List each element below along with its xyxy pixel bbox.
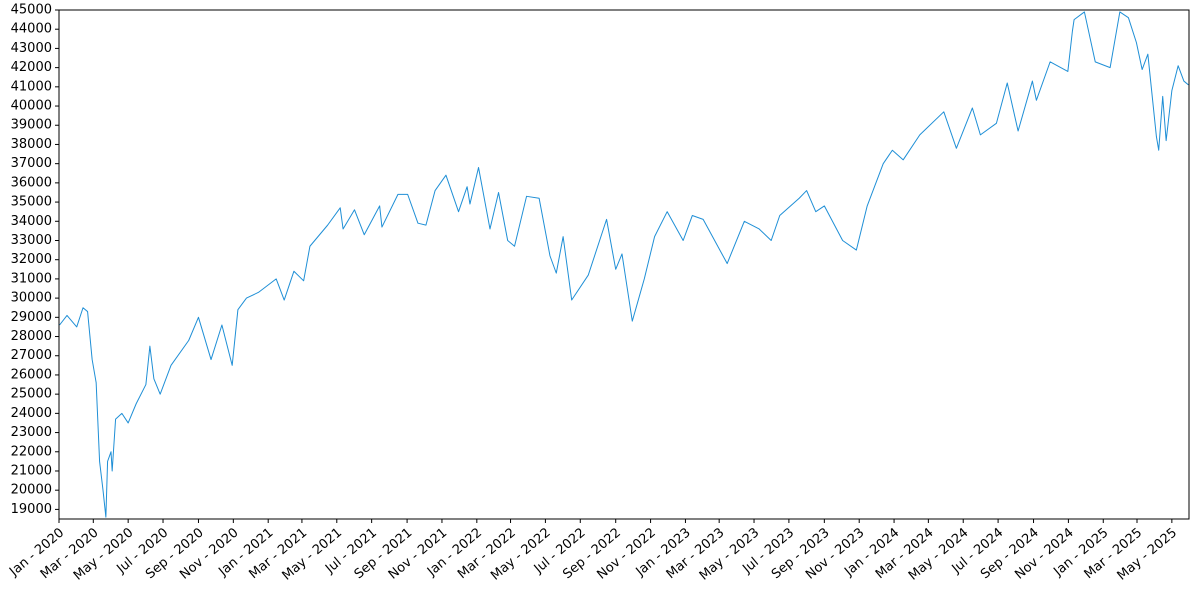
plot-frame xyxy=(58,9,1190,520)
y-tick-label: 37000 xyxy=(11,156,52,171)
y-tick-label: 30000 xyxy=(11,291,52,306)
y-tick-label: 40000 xyxy=(11,99,52,114)
y-tick-label: 35000 xyxy=(11,195,52,210)
y-tick-label: 32000 xyxy=(11,252,52,267)
y-tick-label: 45000 xyxy=(11,3,52,18)
y-axis: 19000 20000 21000 22000 23000 24000 25000 26000… xyxy=(11,3,59,517)
y-tick-label: 26000 xyxy=(11,367,52,382)
y-tick-label: 38000 xyxy=(11,137,52,152)
y-tick-label: 31000 xyxy=(11,271,52,286)
y-tick-label: 25000 xyxy=(11,387,52,402)
y-tick-label: 34000 xyxy=(11,214,52,229)
series-layer xyxy=(59,11,1189,518)
y-tick-label: 41000 xyxy=(11,79,52,94)
y-tick-label: 28000 xyxy=(11,329,52,344)
y-tick-label: 39000 xyxy=(11,118,52,133)
y-tick-label: 23000 xyxy=(11,425,52,440)
y-tick-label: 33000 xyxy=(11,233,52,248)
y-tick-label: 20000 xyxy=(11,483,52,498)
series-line-0 xyxy=(59,11,1189,518)
y-tick-label: 19000 xyxy=(11,502,52,517)
y-tick-label: 44000 xyxy=(11,22,52,37)
y-tick-label: 27000 xyxy=(11,348,52,363)
y-tick-label: 29000 xyxy=(11,310,52,325)
y-tick-label: 21000 xyxy=(11,463,52,478)
y-tick-label: 24000 xyxy=(11,406,52,421)
y-tick-label: 42000 xyxy=(11,60,52,75)
y-tick-label: 36000 xyxy=(11,175,52,190)
y-tick-label: 22000 xyxy=(11,444,52,459)
y-tick-label: 43000 xyxy=(11,41,52,56)
